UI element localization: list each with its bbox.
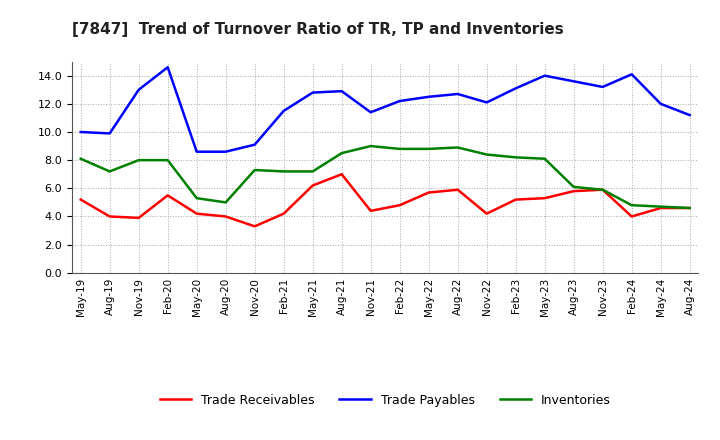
Trade Receivables	[685, 205, 694, 211]
Inventories	[135, 158, 143, 163]
Inventories	[482, 152, 491, 157]
Trade Payables	[251, 142, 259, 147]
Trade Payables	[192, 149, 201, 154]
Trade Payables	[105, 131, 114, 136]
Inventories	[627, 202, 636, 208]
Trade Receivables	[657, 205, 665, 211]
Inventories	[163, 158, 172, 163]
Trade Payables	[570, 79, 578, 84]
Trade Payables	[163, 65, 172, 70]
Trade Receivables	[338, 172, 346, 177]
Inventories	[105, 169, 114, 174]
Trade Receivables	[366, 208, 375, 213]
Trade Receivables	[308, 183, 317, 188]
Trade Payables	[598, 84, 607, 90]
Trade Receivables	[570, 188, 578, 194]
Trade Receivables	[511, 197, 520, 202]
Trade Receivables	[454, 187, 462, 192]
Trade Payables	[454, 92, 462, 97]
Legend: Trade Receivables, Trade Payables, Inventories: Trade Receivables, Trade Payables, Inven…	[155, 389, 616, 412]
Inventories	[424, 146, 433, 151]
Inventories	[366, 143, 375, 149]
Trade Payables	[366, 110, 375, 115]
Text: [7847]  Trend of Turnover Ratio of TR, TP and Inventories: [7847] Trend of Turnover Ratio of TR, TP…	[72, 22, 564, 37]
Inventories	[511, 155, 520, 160]
Trade Receivables	[221, 214, 230, 219]
Inventories	[251, 167, 259, 172]
Inventories	[338, 150, 346, 156]
Trade Receivables	[76, 197, 85, 202]
Trade Payables	[627, 72, 636, 77]
Trade Payables	[135, 87, 143, 92]
Trade Payables	[395, 99, 404, 104]
Trade Receivables	[541, 195, 549, 201]
Trade Payables	[338, 88, 346, 94]
Trade Payables	[279, 108, 288, 114]
Inventories	[541, 156, 549, 161]
Trade Receivables	[598, 187, 607, 192]
Trade Receivables	[135, 215, 143, 220]
Inventories	[192, 195, 201, 201]
Trade Payables	[308, 90, 317, 95]
Line: Inventories: Inventories	[81, 146, 690, 208]
Inventories	[308, 169, 317, 174]
Trade Receivables	[279, 211, 288, 216]
Inventories	[598, 187, 607, 192]
Trade Receivables	[627, 214, 636, 219]
Line: Trade Payables: Trade Payables	[81, 67, 690, 152]
Trade Payables	[541, 73, 549, 78]
Trade Receivables	[105, 214, 114, 219]
Trade Payables	[424, 94, 433, 99]
Inventories	[395, 146, 404, 151]
Trade Receivables	[424, 190, 433, 195]
Trade Receivables	[192, 211, 201, 216]
Trade Receivables	[251, 224, 259, 229]
Line: Trade Receivables: Trade Receivables	[81, 174, 690, 226]
Trade Receivables	[482, 211, 491, 216]
Inventories	[454, 145, 462, 150]
Inventories	[221, 200, 230, 205]
Inventories	[279, 169, 288, 174]
Trade Payables	[657, 101, 665, 106]
Inventories	[657, 204, 665, 209]
Trade Payables	[685, 113, 694, 118]
Trade Payables	[76, 129, 85, 135]
Trade Payables	[511, 86, 520, 91]
Trade Receivables	[163, 193, 172, 198]
Trade Payables	[221, 149, 230, 154]
Trade Receivables	[395, 202, 404, 208]
Trade Payables	[482, 100, 491, 105]
Inventories	[76, 156, 85, 161]
Inventories	[570, 184, 578, 190]
Inventories	[685, 205, 694, 211]
